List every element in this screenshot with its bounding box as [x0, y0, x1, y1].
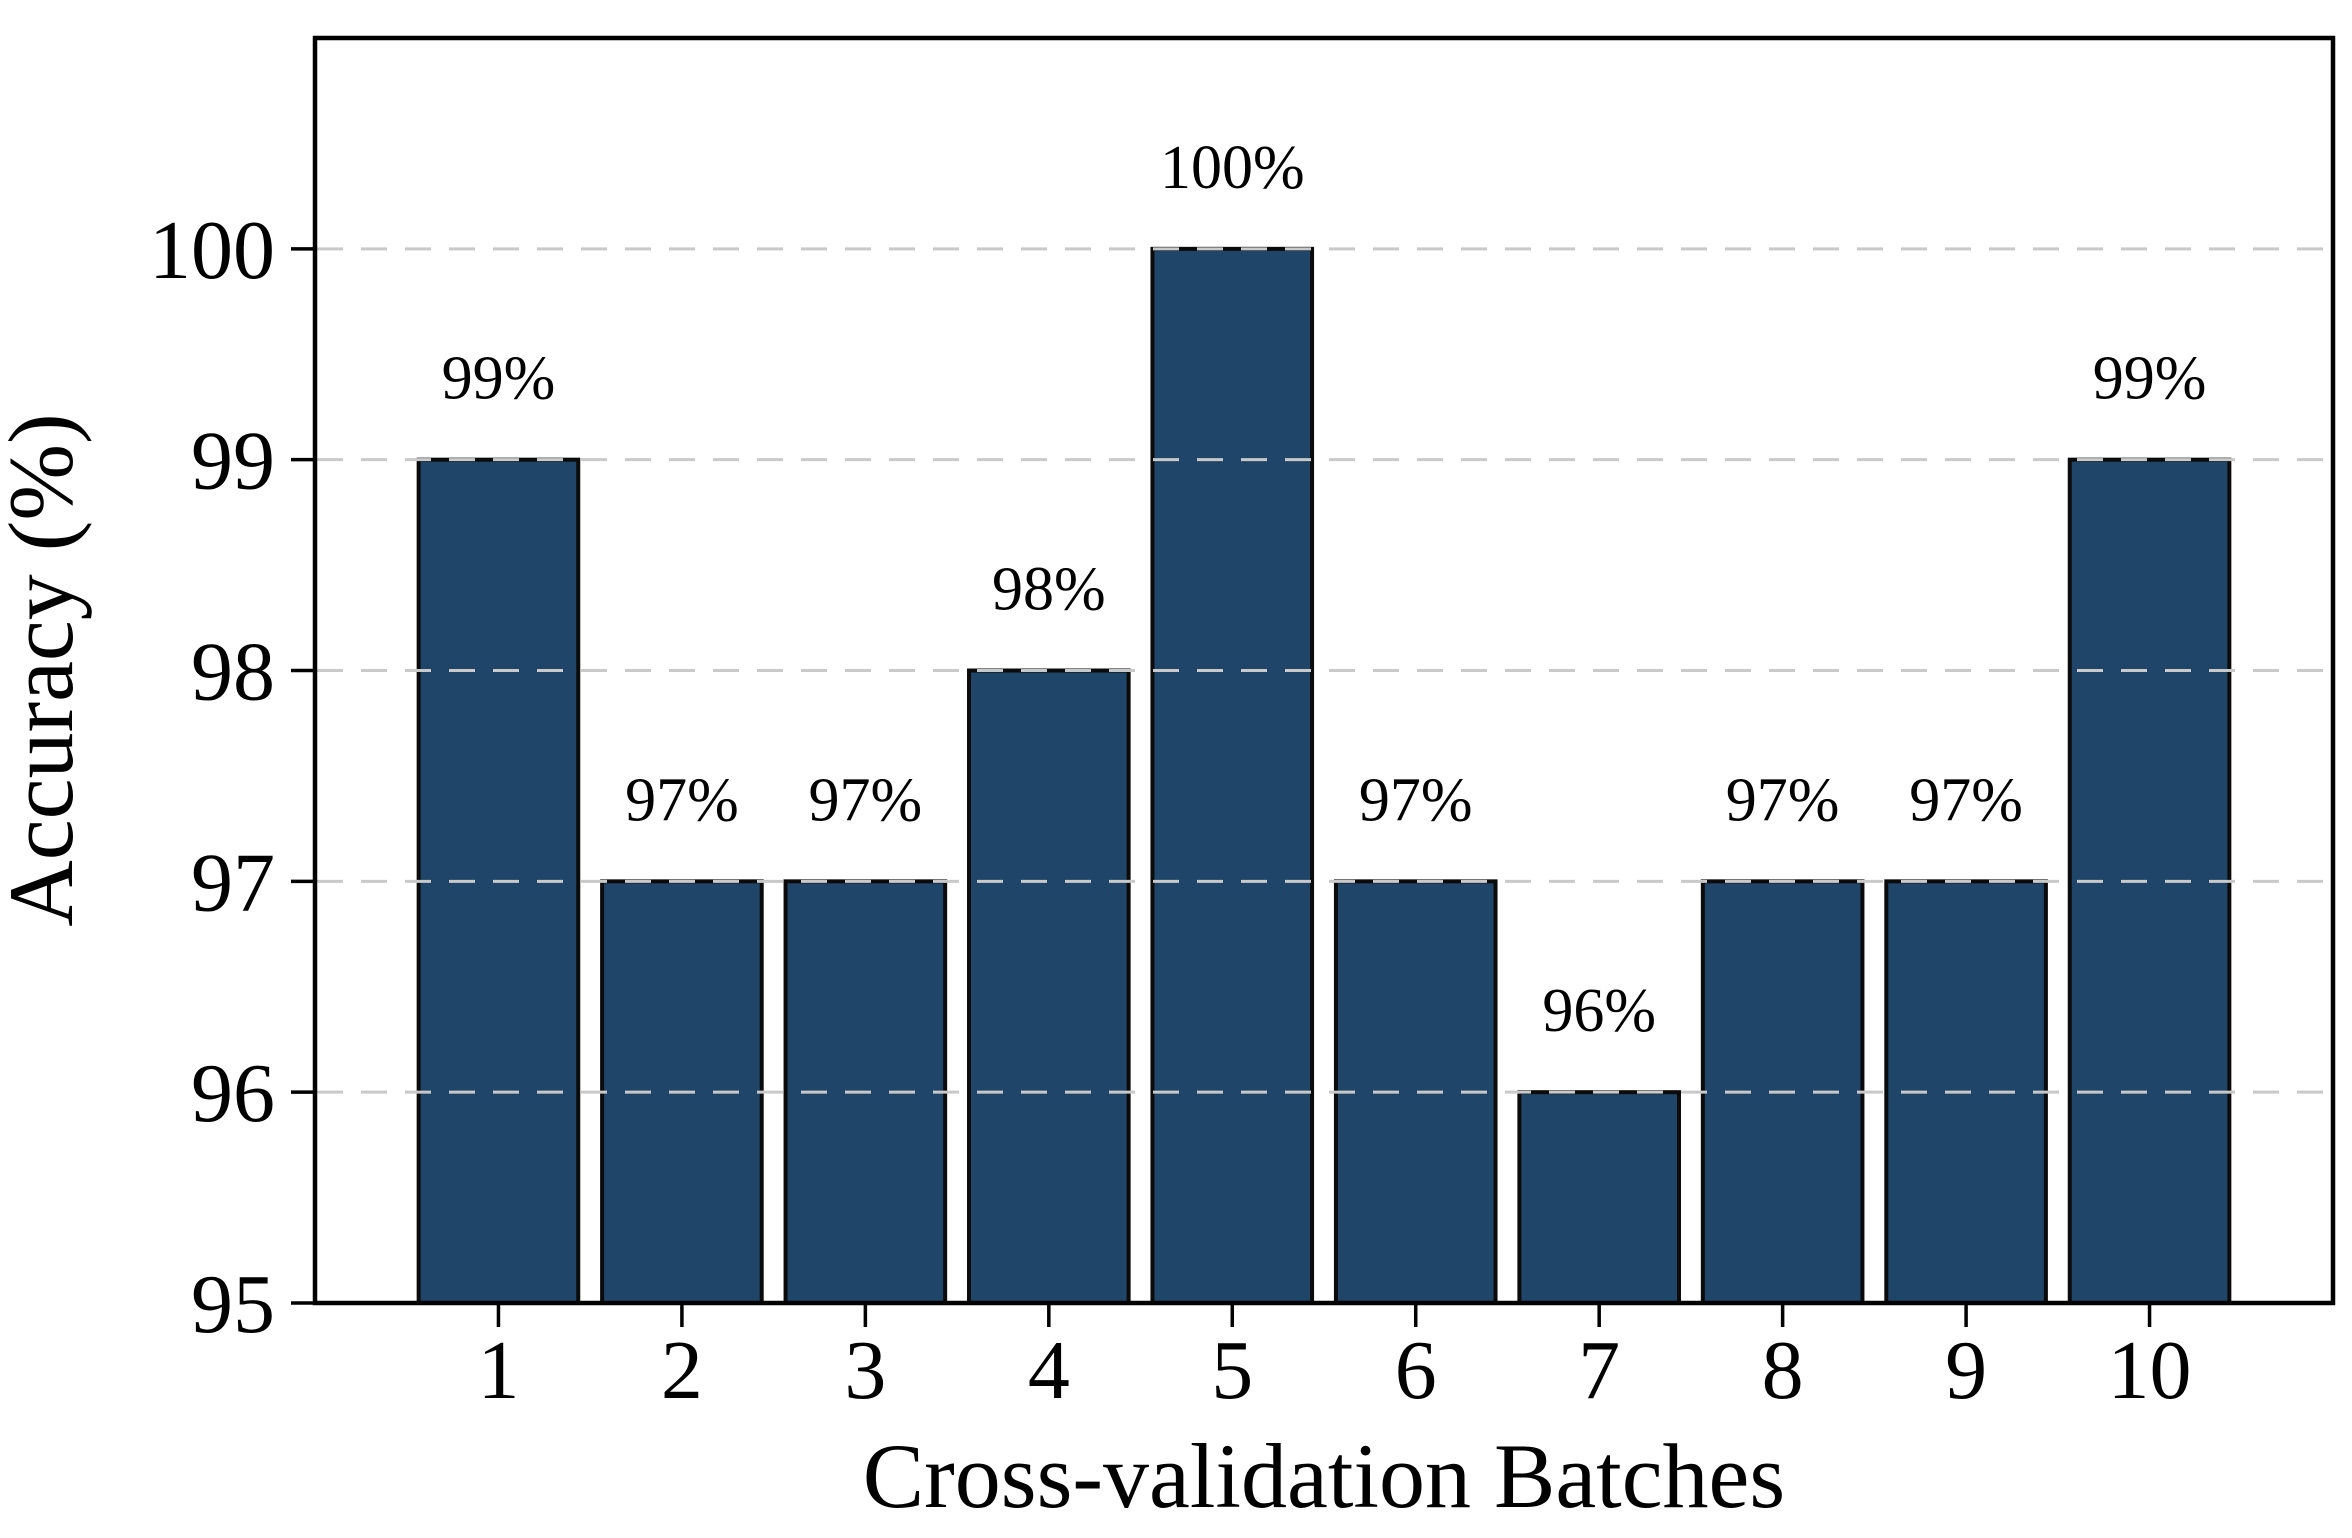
bar-value-label: 99% [2093, 345, 2207, 413]
bar [1150, 246, 1315, 1305]
bar-value-label: 97% [809, 766, 923, 834]
y-tick-label: 95 [191, 1258, 275, 1351]
x-tick-label: 10 [2108, 1324, 2192, 1417]
x-tick-label: 6 [1395, 1324, 1437, 1417]
x-tick-label: 1 [477, 1324, 519, 1417]
bar-value-label: 96% [1542, 977, 1656, 1045]
x-axis-title: Cross-validation Batches [863, 1425, 1785, 1527]
bar-value-label: 98% [992, 556, 1106, 624]
x-tick-label: 9 [1945, 1324, 1987, 1417]
ticks-layer: 95 96 97 98 99 100 1 2 3 4 5 6 7 8 9 10 [149, 204, 2192, 1417]
bar-value-labels-layer: 99% 97% 97% 98% 100% 97% 96% 97% 97% 99% [442, 134, 2207, 1045]
x-tick-label: 3 [844, 1324, 886, 1417]
x-tick-label: 2 [661, 1324, 703, 1417]
x-tick-label: 4 [1028, 1324, 1070, 1417]
y-tick-label: 99 [191, 415, 275, 508]
bar-value-label: 97% [1909, 766, 2023, 834]
x-tick-label: 5 [1211, 1324, 1253, 1417]
y-axis-title: Accuracy (%) [0, 413, 92, 926]
x-tick-label: 7 [1578, 1324, 1620, 1417]
y-tick-label: 98 [191, 626, 275, 719]
bars-layer [416, 246, 2232, 1305]
x-tick-label: 8 [1762, 1324, 1804, 1417]
bar-value-label: 99% [442, 345, 556, 413]
bar-value-label: 97% [625, 766, 739, 834]
bar-value-label: 100% [1160, 134, 1305, 202]
bar-value-label: 97% [1359, 766, 1473, 834]
bar-value-label: 97% [1726, 766, 1840, 834]
bar [967, 668, 1131, 1305]
gridlines-layer [317, 247, 2331, 1094]
bar [1517, 1090, 1681, 1305]
y-tick-label: 97 [191, 836, 275, 929]
y-tick-label: 96 [191, 1047, 275, 1140]
y-tick-label: 100 [149, 204, 275, 297]
